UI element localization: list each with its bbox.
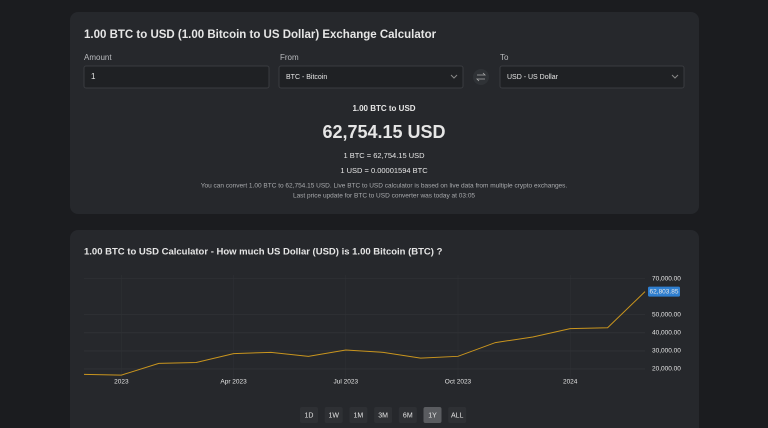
range-button[interactable] — [349, 407, 368, 423]
to-value[interactable]: USD - US Dollar — [507, 74, 559, 81]
range-button[interactable] — [324, 407, 343, 423]
rate-reverse: 1 USD = 0.00001594 BTC — [340, 166, 428, 175]
range-button-label[interactable]: 3M — [378, 412, 388, 419]
to-select[interactable] — [499, 65, 685, 89]
x-tick-label: Oct 2023 — [445, 379, 472, 386]
from-select[interactable] — [278, 65, 464, 89]
from-label: From — [280, 53, 299, 62]
swap-icon — [476, 72, 486, 82]
amount-input[interactable] — [83, 65, 270, 89]
x-tick-label: Jul 2023 — [334, 379, 359, 386]
range-button-label[interactable]: 1D — [305, 412, 314, 419]
range-button-label[interactable]: 1M — [354, 412, 364, 419]
range-button[interactable] — [374, 407, 393, 423]
range-button[interactable] — [423, 407, 442, 423]
rate-forward: 1 BTC = 62,754.15 USD — [343, 151, 425, 160]
x-tick-label: Apr 2023 — [220, 379, 247, 386]
swap-button[interactable] — [473, 69, 489, 85]
note: You can convert 1.00 BTC to 62,754.15 US… — [201, 183, 568, 190]
range-button[interactable] — [300, 407, 318, 423]
range-buttons: 1D 1W 1M 3M 6M 1Y ALL — [300, 407, 467, 423]
range-button-label[interactable]: 6M — [403, 412, 413, 419]
amount-label: Amount — [84, 53, 112, 62]
chart: 20,000.00 30,000.00 40,000.00 50,000.00 70,0… — [83, 275, 681, 386]
range-button-label[interactable]: 1W — [328, 412, 339, 419]
range-button[interactable] — [448, 407, 467, 423]
x-tick-label: 2023 — [114, 379, 129, 386]
range-button-label[interactable]: 1Y — [428, 412, 437, 419]
calculator-title: 1.00 BTC to USD (1.00 Bitcoin to US Doll… — [84, 29, 437, 41]
from-value[interactable]: BTC - Bitcoin — [286, 74, 327, 81]
y-tick-label: 50,000.00 — [652, 311, 681, 318]
result: 62,754.15 USD — [322, 122, 445, 142]
y-tick-label: 40,000.00 — [652, 330, 681, 337]
result-caption: 1.00 BTC to USD — [352, 104, 415, 113]
y-tick-label: 30,000.00 — [652, 348, 681, 355]
price-badge-label: 62,803.85 — [650, 288, 679, 295]
price-badge — [648, 286, 680, 297]
range-button-label[interactable]: ALL — [451, 412, 464, 419]
from-caret — [450, 74, 458, 79]
amount-value[interactable]: 1 — [91, 72, 96, 81]
chart-title: 1.00 BTC to USD Calculator - How much US… — [84, 247, 443, 258]
to-caret — [671, 74, 679, 79]
calculator-card — [70, 12, 699, 214]
note: Last price update for BTC to USD convert… — [293, 193, 475, 200]
chart-card — [70, 230, 699, 428]
to-label: To — [500, 53, 509, 62]
y-tick-label: 70,000.00 — [652, 275, 681, 282]
y-tick-label: 20,000.00 — [652, 366, 681, 373]
range-button[interactable] — [398, 407, 417, 423]
x-tick-label: 2024 — [563, 379, 578, 386]
price-line — [83, 291, 646, 376]
